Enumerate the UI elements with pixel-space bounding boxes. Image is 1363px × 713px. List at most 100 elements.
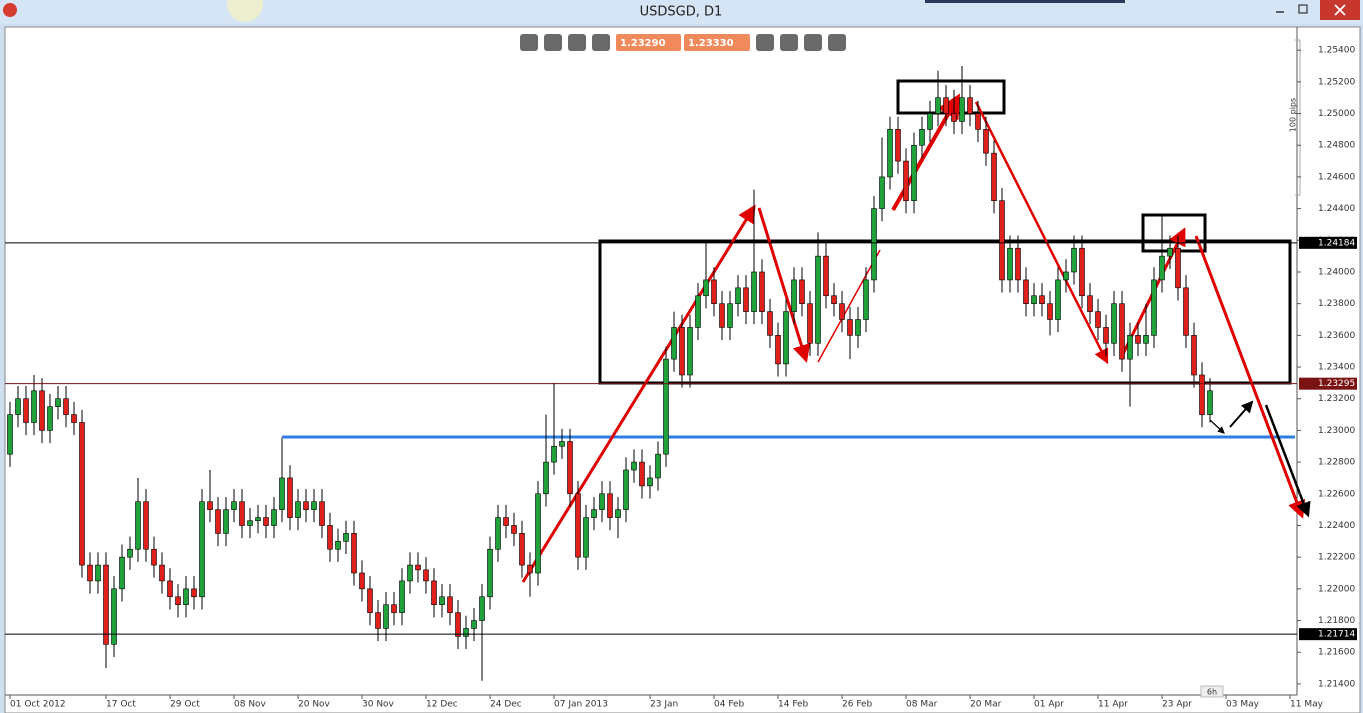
trend-arrow[interactable] [757, 207, 811, 363]
candle-body [1135, 335, 1141, 344]
candle-body [199, 501, 205, 598]
y-tick-label: 1.24000 [1318, 267, 1355, 277]
candle-body [271, 509, 277, 526]
price-line-label: 1.21714 [1318, 630, 1355, 640]
y-tick-label: 1.21800 [1318, 616, 1355, 626]
candle-body [839, 303, 845, 320]
candle-body [815, 255, 821, 344]
candle-body [95, 564, 101, 582]
candle-body [279, 477, 285, 510]
candle-body [1159, 255, 1165, 281]
projection-arrow[interactable] [1194, 235, 1306, 519]
candle-body [31, 390, 37, 423]
x-tick-label: 08 Mar [906, 700, 938, 710]
objects-button[interactable] [804, 34, 822, 51]
candle-body [719, 303, 725, 328]
candle-body [855, 319, 861, 336]
candle-body [431, 580, 437, 605]
candle-body [631, 461, 637, 471]
candle-body [39, 390, 45, 431]
candle-body [343, 533, 349, 542]
candle-body [687, 327, 693, 376]
candle-body [175, 596, 181, 605]
settings-button[interactable] [828, 34, 846, 51]
list-button[interactable] [756, 34, 774, 51]
candle-body [1007, 247, 1013, 281]
projection-arrow[interactable] [1229, 400, 1254, 428]
indicator-button[interactable] [780, 34, 798, 51]
trend-arrow[interactable] [974, 101, 1109, 365]
y-tick-label: 1.22600 [1318, 489, 1355, 499]
candle-body [7, 414, 13, 455]
candle-body [639, 461, 645, 487]
candle-body [255, 517, 261, 522]
candle-body [383, 604, 389, 629]
candle-body [151, 548, 157, 566]
period-button[interactable] [568, 34, 586, 51]
candle-body [351, 533, 357, 574]
candle-body [479, 596, 485, 621]
trend-arrow[interactable] [521, 204, 756, 583]
candle-body [759, 271, 765, 312]
candle-body [183, 588, 189, 605]
candle-body [663, 358, 669, 455]
candle-body [447, 596, 453, 613]
projection-arrow[interactable] [1209, 419, 1225, 434]
close-glyph [1334, 4, 1346, 16]
candle-body [295, 501, 301, 518]
candle-body [623, 469, 629, 510]
candle-body [47, 406, 53, 431]
x-tick-label: 11 May [1290, 700, 1324, 710]
candle-body [575, 493, 581, 558]
candle-body [215, 509, 221, 534]
candle-body [359, 572, 365, 590]
candle-body [487, 548, 493, 598]
candle-body [127, 548, 133, 558]
x-tick-label: 12 Dec [426, 700, 458, 710]
candle-body [1119, 303, 1125, 360]
y-tick-label: 1.22800 [1318, 458, 1355, 468]
candle-body [703, 279, 709, 297]
candle-body [1095, 311, 1101, 328]
candle-body [1015, 247, 1021, 281]
candle-body [223, 509, 229, 534]
candle-body [1023, 279, 1029, 304]
x-tick-label: 29 Oct [170, 700, 200, 710]
candle-body [1183, 287, 1189, 336]
crosshair-button[interactable] [544, 34, 562, 51]
candle-body [1167, 247, 1173, 257]
candle-body [599, 493, 605, 510]
price-line-tag [1299, 236, 1357, 249]
candle-body [511, 525, 517, 534]
buy-button[interactable] [684, 34, 750, 51]
trend-arrow[interactable] [817, 249, 881, 363]
candle-body [1071, 247, 1077, 273]
zoom-button[interactable] [520, 34, 538, 51]
x-tick-label: 11 Apr [1098, 700, 1128, 710]
window-controls[interactable] [1276, 0, 1360, 20]
candle-body [519, 533, 525, 566]
x-tick-label: 20 Mar [970, 700, 1002, 710]
candle-body [751, 271, 757, 312]
candle-body [1047, 303, 1053, 320]
chart-type-button[interactable] [592, 34, 610, 51]
y-tick-label: 1.24600 [1318, 172, 1355, 182]
x-tick-label: 14 Feb [778, 700, 809, 710]
sell-button[interactable] [616, 34, 681, 51]
candle-body [1191, 335, 1197, 376]
candle-body [303, 501, 309, 510]
candle-body [903, 160, 909, 201]
price-line-label: 1.24184 [1318, 238, 1355, 248]
projection-arrow[interactable] [1264, 404, 1311, 518]
restore-button[interactable] [1298, 4, 1308, 14]
candle-body [823, 255, 829, 297]
candle-body [895, 129, 901, 162]
candle-body [535, 493, 541, 574]
candle-body [927, 113, 933, 130]
range-box[interactable] [598, 239, 1292, 385]
candle-body [671, 327, 677, 360]
x-tick-label: 24 Dec [490, 700, 522, 710]
candle-body [79, 422, 85, 566]
price-line-label: 1.23295 [1318, 379, 1355, 389]
candle-body [415, 564, 421, 571]
